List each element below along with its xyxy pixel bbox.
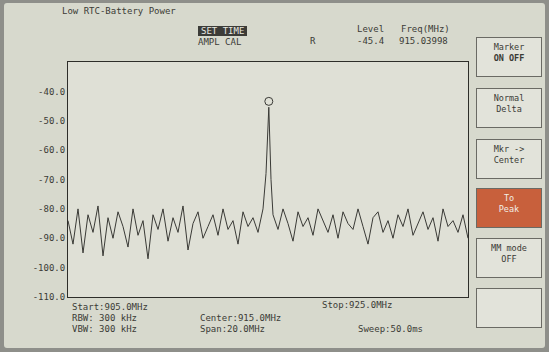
- html-text:Level: Level: [357, 24, 385, 34]
- html-text:Freq(MHz): Freq(MHz): [401, 24, 450, 34]
- html-text:Stop:925.0MHz: Stop:925.0MHz: [322, 300, 393, 310]
- html-text:Span:20.0MHz: Span:20.0MHz: [200, 324, 265, 334]
- svg-text:-80.0: -80.0: [38, 204, 65, 214]
- html-text:VBW: 300 kHz: VBW: 300 kHz: [72, 324, 137, 334]
- html-text:Normal: Normal: [493, 93, 525, 103]
- svg-text:-100.0: -100.0: [33, 263, 66, 273]
- html-text:OFF: OFF: [501, 254, 517, 264]
- html-text:Sweep:50.0ms: Sweep:50.0ms: [358, 324, 423, 334]
- html-text:RBW: 300 kHz: RBW: 300 kHz: [72, 313, 137, 323]
- html-text:Center:915.0MHz: Center:915.0MHz: [200, 313, 282, 323]
- html-text:Center: Center: [493, 155, 525, 165]
- html-text:Start:905.0MHz: Start:905.0MHz: [72, 302, 148, 312]
- html-text:-45.4: -45.4: [357, 36, 385, 46]
- svg-text:-50.0: -50.0: [38, 116, 65, 126]
- html-text:AMPL CAL: AMPL CAL: [198, 37, 242, 47]
- html-text:ON OFF: ON OFF: [493, 53, 525, 63]
- html-text:915.03998: 915.03998: [399, 36, 448, 46]
- html-text:To: To: [503, 193, 515, 203]
- html-text:Low RTC-Battery Power: Low RTC-Battery Power: [62, 6, 176, 16]
- html-text:R: R: [310, 36, 316, 46]
- svg-text:-70.0: -70.0: [38, 175, 65, 185]
- html-text:SET TIME: SET TIME: [201, 26, 245, 36]
- html-text:Marker: Marker: [493, 42, 525, 52]
- html-text:Peak: Peak: [498, 204, 520, 214]
- svg-text:-40.0: -40.0: [38, 87, 65, 97]
- html-text:MM mode: MM mode: [491, 243, 527, 253]
- html-text:Delta: Delta: [496, 104, 522, 114]
- svg-text:-110.0: -110.0: [33, 292, 66, 302]
- svg-text:-90.0: -90.0: [38, 233, 65, 243]
- html-text:Mkr ->: Mkr ->: [493, 144, 525, 154]
- svg-text:-60.0: -60.0: [38, 145, 65, 155]
